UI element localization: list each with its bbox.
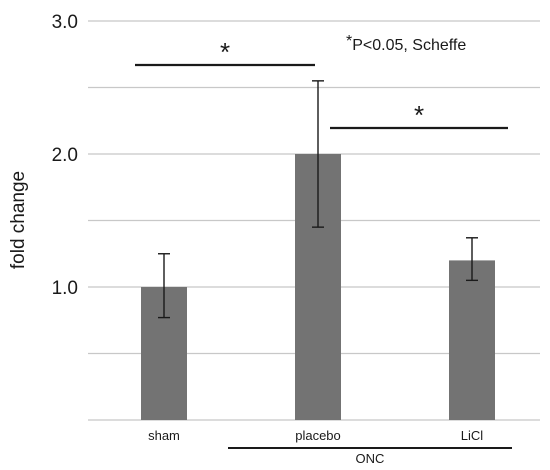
onc-group-label: ONC [356,451,385,466]
significance-note-star: * [346,33,352,50]
significance-note-text: P<0.05, Scheffe [352,37,466,54]
y-tick-label: 2.0 [52,145,78,166]
x-tick-label-placebo: placebo [295,428,341,443]
x-tick-label-sham: sham [148,428,180,443]
y-axis-label: fold change [8,171,29,269]
significance-star: * [220,37,230,67]
bar-licl [449,260,495,420]
significance-note: *P<0.05, Scheffe [346,33,466,54]
y-tick-label: 3.0 [52,12,78,33]
x-tick-label-licl: LiCl [461,428,484,443]
error-bars [158,80,478,319]
y-tick-labels: 1.0 2.0 3.0 [52,12,78,299]
x-tick-labels: sham placebo LiCl [148,428,483,443]
significance-star: * [414,100,424,130]
y-tick-label: 1.0 [52,278,78,299]
significance-brackets: ** [135,37,508,130]
